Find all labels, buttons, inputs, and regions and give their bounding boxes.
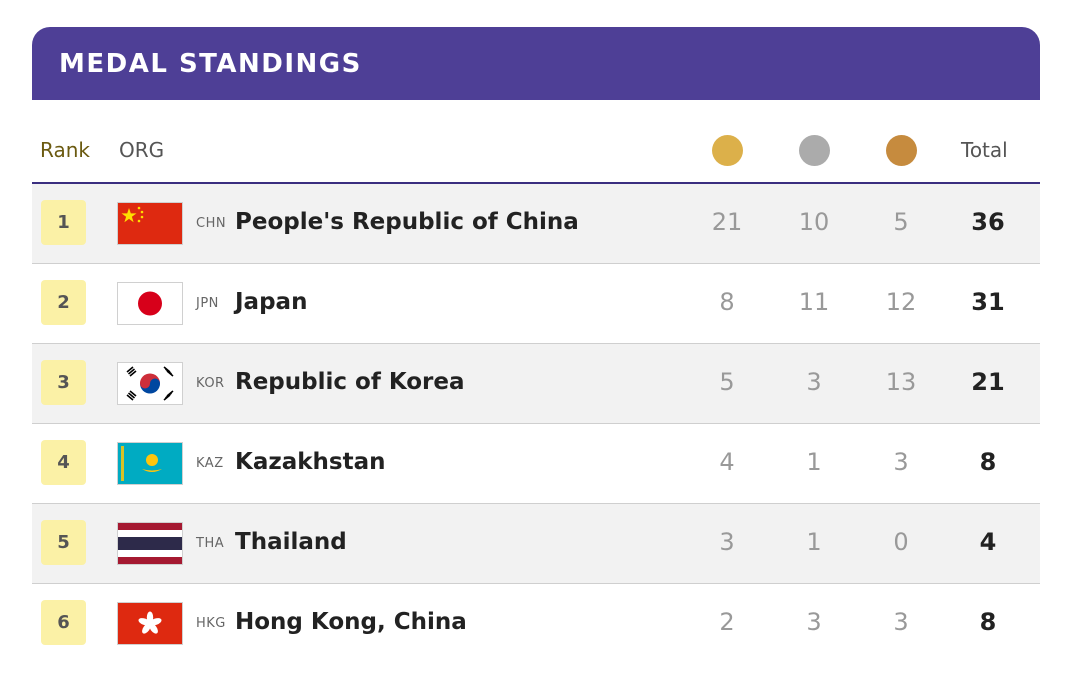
total-count: 36 bbox=[971, 208, 1005, 236]
korea-flag-icon bbox=[118, 363, 182, 404]
silver-count: 3 bbox=[806, 608, 822, 636]
total-count: 31 bbox=[971, 288, 1005, 316]
org-column-header[interactable]: ORG bbox=[119, 138, 165, 162]
table-row[interactable]: 1 CHN People's Republic of China 21 10 5… bbox=[32, 184, 1040, 264]
total-count: 4 bbox=[979, 528, 997, 556]
table-row[interactable]: 4 KAZ Kazakhstan 4 1 3 8 bbox=[32, 424, 1040, 504]
kazakhstan-flag-icon bbox=[118, 443, 182, 484]
rank-badge: 5 bbox=[41, 520, 86, 565]
country-code: CHN bbox=[196, 216, 227, 231]
rank-badge: 6 bbox=[41, 600, 86, 645]
country-code: KOR bbox=[196, 376, 225, 391]
silver-count: 3 bbox=[806, 368, 822, 396]
silver-medal-icon[interactable] bbox=[799, 135, 830, 166]
total-column-header[interactable]: Total bbox=[961, 138, 1008, 162]
gold-count: 21 bbox=[711, 208, 743, 236]
table-row[interactable]: 5 THA Thailand 3 1 0 4 bbox=[32, 504, 1040, 584]
table-row[interactable]: 3 KOR Republic of Korea 5 3 13 21 bbox=[32, 344, 1040, 424]
rank-column-header[interactable]: Rank bbox=[40, 138, 90, 162]
panel-header: MEDAL STANDINGS bbox=[32, 27, 1040, 100]
country-name[interactable]: Kazakhstan bbox=[235, 449, 386, 475]
country-code: KAZ bbox=[196, 456, 224, 471]
rank-badge: 4 bbox=[41, 440, 86, 485]
panel-title: MEDAL STANDINGS bbox=[59, 48, 362, 79]
country-name[interactable]: People's Republic of China bbox=[235, 209, 579, 235]
gold-medal-icon[interactable] bbox=[712, 135, 743, 166]
country-name[interactable]: Republic of Korea bbox=[235, 369, 465, 395]
rank-badge: 3 bbox=[41, 360, 86, 405]
bronze-count: 3 bbox=[893, 608, 909, 636]
bronze-medal-icon[interactable] bbox=[886, 135, 917, 166]
country-code: HKG bbox=[196, 616, 226, 631]
bronze-count: 3 bbox=[893, 448, 909, 476]
bronze-count: 0 bbox=[893, 528, 909, 556]
table-row[interactable]: 6 HKG Hong Kong, China 2 3 3 8 bbox=[32, 584, 1040, 663]
japan-flag-icon bbox=[118, 283, 182, 324]
gold-count: 5 bbox=[719, 368, 735, 396]
gold-count: 2 bbox=[719, 608, 735, 636]
silver-count: 11 bbox=[798, 288, 830, 316]
column-header-row: Rank ORG Total bbox=[32, 100, 1040, 184]
gold-count: 4 bbox=[719, 448, 735, 476]
silver-count: 1 bbox=[806, 528, 822, 556]
total-count: 21 bbox=[971, 368, 1005, 396]
rank-badge: 2 bbox=[41, 280, 86, 325]
gold-count: 8 bbox=[719, 288, 735, 316]
country-code: JPN bbox=[196, 296, 219, 311]
country-name[interactable]: Thailand bbox=[235, 529, 347, 555]
medal-standings-panel: MEDAL STANDINGS Rank ORG Total 1 CHN Peo… bbox=[32, 27, 1040, 663]
bronze-count: 12 bbox=[885, 288, 917, 316]
hong-kong-flag-icon bbox=[118, 603, 182, 644]
gold-count: 3 bbox=[719, 528, 735, 556]
thailand-flag-icon bbox=[118, 523, 182, 564]
rank-badge: 1 bbox=[41, 200, 86, 245]
china-flag-icon bbox=[118, 203, 182, 244]
country-name[interactable]: Japan bbox=[235, 289, 308, 315]
total-count: 8 bbox=[979, 448, 997, 476]
country-code: THA bbox=[196, 536, 225, 551]
bronze-count: 13 bbox=[885, 368, 917, 396]
bronze-count: 5 bbox=[893, 208, 909, 236]
silver-count: 1 bbox=[806, 448, 822, 476]
total-count: 8 bbox=[979, 608, 997, 636]
silver-count: 10 bbox=[798, 208, 830, 236]
country-name[interactable]: Hong Kong, China bbox=[235, 609, 467, 635]
table-row[interactable]: 2 JPN Japan 8 11 12 31 bbox=[32, 264, 1040, 344]
